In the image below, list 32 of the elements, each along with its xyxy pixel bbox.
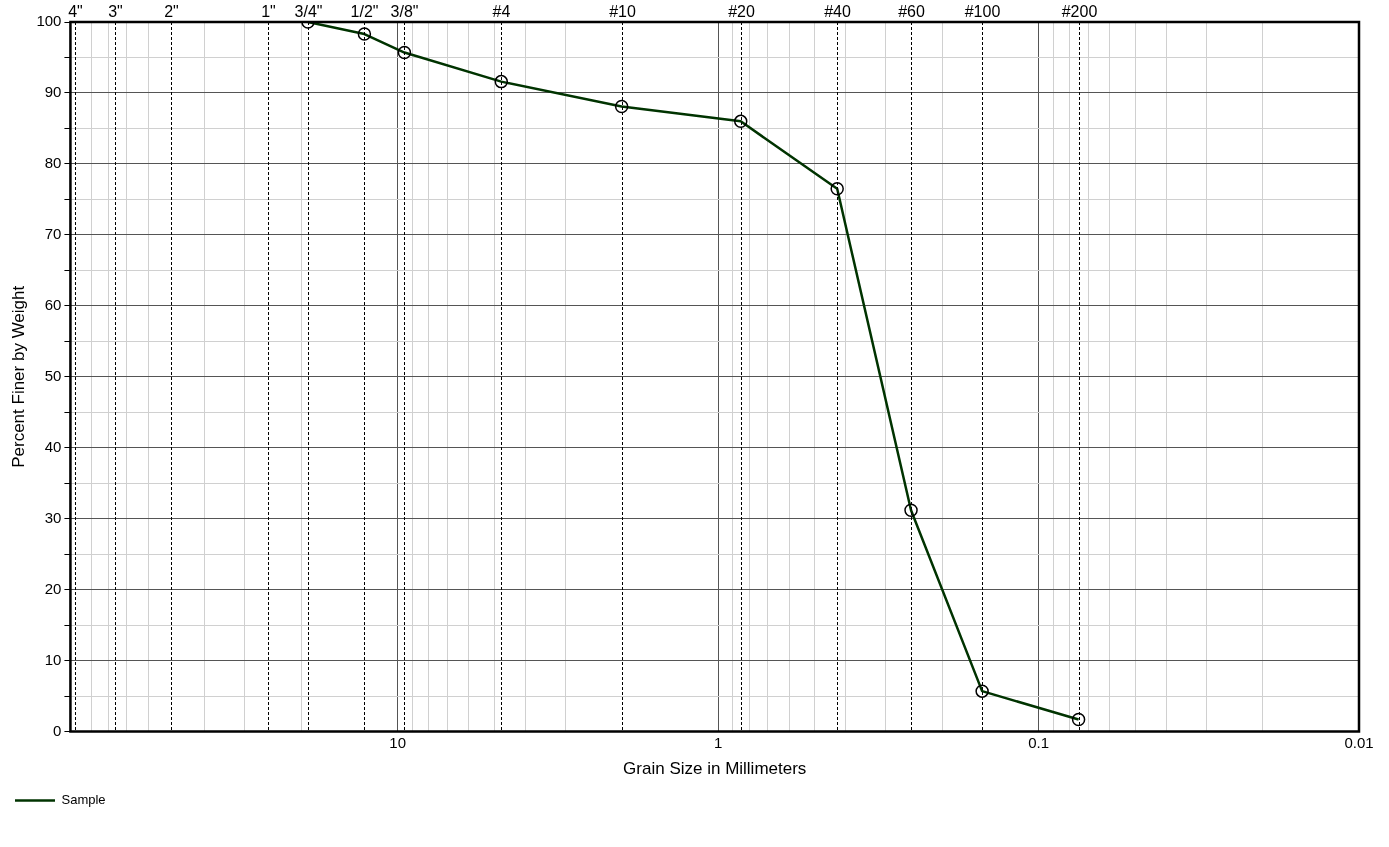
x-tick-label: 10 xyxy=(389,733,407,751)
text: 4" xyxy=(68,3,83,21)
y-tick-label: 20 xyxy=(44,579,62,597)
y-tick-label: 10 xyxy=(44,650,62,668)
x-tick-label: 1 xyxy=(713,733,723,751)
y-tick-label: 70 xyxy=(44,225,62,243)
y-tick-label: 100 xyxy=(36,12,62,30)
text: #10 xyxy=(609,3,636,21)
x-axis-title: Grain Size in Millimeters xyxy=(623,759,807,779)
text: 3/4" xyxy=(294,3,323,21)
y-tick-label: 30 xyxy=(44,508,62,526)
y-tick-label: 0 xyxy=(53,721,62,739)
y-tick-label: 90 xyxy=(44,83,62,101)
text: 1/2" xyxy=(350,3,379,21)
text: #4 xyxy=(492,3,511,21)
text: #100 xyxy=(964,3,1001,21)
text: #40 xyxy=(824,3,851,21)
y-tick-label: 80 xyxy=(44,154,62,172)
y-tick-label: 40 xyxy=(44,437,62,455)
text: 3/8" xyxy=(390,3,419,21)
x-tick-label: 0.01 xyxy=(1344,733,1374,751)
x-tick-label: 0.1 xyxy=(1028,733,1049,751)
text: #200 xyxy=(1061,3,1098,21)
legend-label: Sample xyxy=(61,792,106,808)
text: 1" xyxy=(261,3,276,21)
text: #20 xyxy=(728,3,755,21)
text: #60 xyxy=(898,3,925,21)
text: 3" xyxy=(108,3,123,21)
text: 2" xyxy=(164,3,179,21)
y-tick-label: 50 xyxy=(44,366,62,384)
y-axis-title: Percent Finer by Weight xyxy=(8,285,28,468)
y-tick-label: 60 xyxy=(44,295,62,313)
